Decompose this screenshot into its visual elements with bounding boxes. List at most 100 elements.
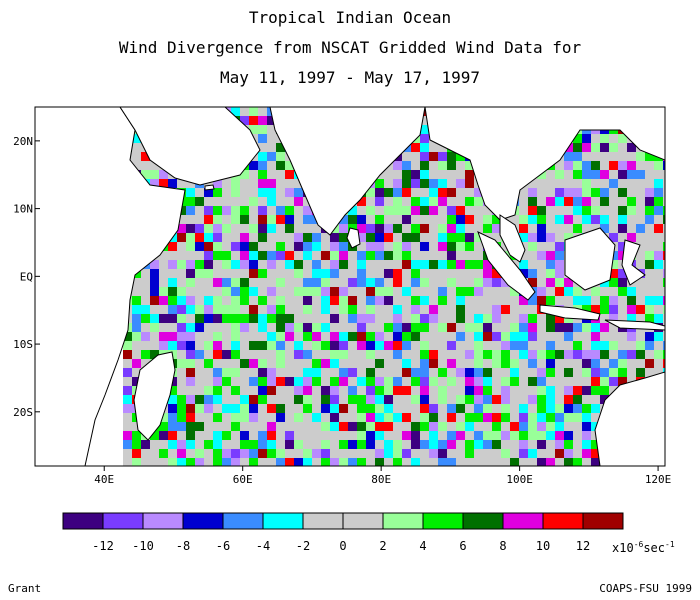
field-cell bbox=[231, 206, 240, 215]
arabia-coast bbox=[119, 107, 261, 186]
field-cell bbox=[195, 197, 204, 206]
field-cell bbox=[375, 323, 384, 332]
field-cell bbox=[645, 197, 654, 206]
field-cell bbox=[195, 359, 204, 368]
field-cell bbox=[420, 296, 429, 305]
field-cell bbox=[546, 242, 555, 251]
field-cell bbox=[384, 260, 393, 269]
field-cell bbox=[393, 350, 402, 359]
field-cell bbox=[249, 332, 258, 341]
field-cell bbox=[393, 242, 402, 251]
field-cell bbox=[276, 296, 285, 305]
field-cell bbox=[132, 296, 141, 305]
field-cell bbox=[375, 188, 384, 197]
field-cell bbox=[213, 413, 222, 422]
field-cell bbox=[564, 188, 573, 197]
field-cell bbox=[582, 296, 591, 305]
field-cell bbox=[501, 341, 510, 350]
field-cell bbox=[150, 269, 159, 278]
field-cell bbox=[519, 188, 528, 197]
field-cell bbox=[222, 386, 231, 395]
field-cell bbox=[348, 404, 357, 413]
field-cell bbox=[429, 314, 438, 323]
field-cell bbox=[609, 179, 618, 188]
field-cell bbox=[447, 449, 456, 458]
title-line-2: Wind Divergence from NSCAT Gridded Wind … bbox=[118, 38, 582, 57]
field-cell bbox=[141, 170, 150, 179]
field-cell bbox=[474, 224, 483, 233]
field-cell bbox=[474, 395, 483, 404]
field-cell bbox=[420, 224, 429, 233]
field-cell bbox=[258, 296, 267, 305]
field-cell bbox=[186, 314, 195, 323]
field-cell bbox=[186, 431, 195, 440]
field-cell bbox=[384, 233, 393, 242]
field-cell bbox=[348, 341, 357, 350]
field-cell bbox=[339, 305, 348, 314]
field-cell bbox=[267, 152, 276, 161]
field-cell bbox=[654, 314, 663, 323]
field-cell bbox=[555, 170, 564, 179]
field-cell bbox=[447, 422, 456, 431]
field-cell bbox=[285, 161, 294, 170]
field-cell bbox=[303, 422, 312, 431]
field-cell bbox=[618, 350, 627, 359]
field-cell bbox=[339, 314, 348, 323]
field-cell bbox=[222, 224, 231, 233]
field-cell bbox=[438, 287, 447, 296]
field-cell bbox=[195, 404, 204, 413]
field-cell bbox=[366, 197, 375, 206]
field-cell bbox=[213, 422, 222, 431]
field-cell bbox=[177, 422, 186, 431]
field-cell bbox=[438, 449, 447, 458]
field-cell bbox=[294, 422, 303, 431]
field-cell bbox=[537, 413, 546, 422]
field-cell bbox=[438, 395, 447, 404]
field-cell bbox=[546, 188, 555, 197]
field-cell bbox=[537, 395, 546, 404]
field-cell bbox=[231, 314, 240, 323]
field-cell bbox=[366, 440, 375, 449]
field-cell bbox=[267, 116, 276, 125]
field-cell bbox=[591, 170, 600, 179]
field-cell bbox=[186, 323, 195, 332]
field-cell bbox=[195, 269, 204, 278]
field-cell bbox=[447, 242, 456, 251]
field-cell bbox=[474, 440, 483, 449]
field-cell bbox=[582, 449, 591, 458]
field-cell bbox=[555, 368, 564, 377]
field-cell bbox=[510, 287, 519, 296]
field-cell bbox=[591, 287, 600, 296]
field-cell bbox=[375, 314, 384, 323]
field-cell bbox=[663, 359, 665, 368]
field-cell bbox=[204, 449, 213, 458]
field-cell bbox=[600, 143, 609, 152]
field-cell bbox=[474, 350, 483, 359]
field-cell bbox=[609, 296, 618, 305]
field-cell bbox=[519, 305, 528, 314]
field-cell bbox=[618, 152, 627, 161]
field-cell bbox=[195, 422, 204, 431]
field-cell bbox=[663, 332, 665, 341]
field-cell bbox=[663, 305, 665, 314]
field-cell bbox=[528, 269, 537, 278]
field-cell bbox=[195, 215, 204, 224]
field-cell bbox=[528, 242, 537, 251]
field-cell bbox=[609, 134, 618, 143]
field-cell bbox=[249, 431, 258, 440]
field-cell bbox=[150, 350, 159, 359]
field-cell bbox=[555, 215, 564, 224]
field-cell bbox=[420, 449, 429, 458]
field-cell bbox=[528, 458, 537, 466]
field-cell bbox=[429, 161, 438, 170]
field-cell bbox=[627, 314, 636, 323]
field-cell bbox=[555, 377, 564, 386]
field-cell bbox=[303, 458, 312, 466]
field-cell bbox=[330, 449, 339, 458]
field-cell bbox=[663, 224, 665, 233]
field-cell bbox=[393, 269, 402, 278]
field-cell bbox=[240, 233, 249, 242]
field-cell bbox=[573, 224, 582, 233]
legend-label: -6 bbox=[216, 539, 230, 553]
field-cell bbox=[249, 206, 258, 215]
